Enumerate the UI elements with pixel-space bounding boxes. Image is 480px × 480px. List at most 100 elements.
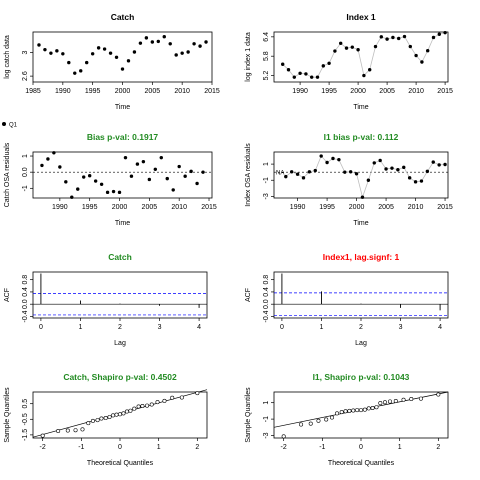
panel-title: Catch xyxy=(108,252,132,262)
data-point xyxy=(347,408,352,413)
data-point xyxy=(204,40,208,44)
data-point xyxy=(95,418,100,423)
data-point xyxy=(40,433,45,438)
data-point xyxy=(315,75,320,79)
data-point xyxy=(55,49,59,53)
x-tick-label: 2010 xyxy=(408,88,424,95)
x-tick-label: 1990 xyxy=(55,88,71,95)
data-point xyxy=(141,159,146,164)
data-point xyxy=(431,35,436,40)
na-label: NA xyxy=(276,171,284,177)
x-axis-label: Time xyxy=(115,220,130,227)
data-point xyxy=(414,53,418,58)
data-point xyxy=(329,415,334,420)
data-point xyxy=(162,398,167,403)
y-tick-label: 2.6 xyxy=(22,71,29,81)
data-point xyxy=(413,180,418,184)
data-point xyxy=(437,32,441,36)
x-tick-label: 2015 xyxy=(204,88,220,95)
data-point xyxy=(61,52,65,56)
panel-title: Catch xyxy=(111,12,135,22)
data-point xyxy=(107,414,112,419)
data-point xyxy=(298,71,302,75)
y-tick-label: 6.4 xyxy=(263,32,270,42)
y-tick-label: 0.0 xyxy=(22,167,29,177)
data-point xyxy=(87,174,92,178)
x-tick-label: 2015 xyxy=(201,204,217,211)
data-point xyxy=(52,151,56,155)
legend-label: Q1 xyxy=(9,123,18,129)
legend-marker xyxy=(2,122,6,126)
data-point xyxy=(284,174,288,179)
data-point xyxy=(384,167,388,171)
data-point xyxy=(337,157,341,162)
data-point xyxy=(319,154,323,158)
data-point xyxy=(307,170,312,174)
y-tick-label: 0.0 xyxy=(22,299,29,309)
data-point xyxy=(117,190,122,195)
data-point xyxy=(299,422,304,427)
y-tick-label: 1 xyxy=(22,154,29,158)
data-point xyxy=(171,188,175,192)
data-point xyxy=(123,155,128,160)
x-axis-label: Theoretical Quantiles xyxy=(328,460,395,467)
plot-frame xyxy=(32,151,213,199)
y-tick-label: -1 xyxy=(22,185,29,191)
panel-title: I1, Shapiro p-val: 0.1043 xyxy=(313,372,410,382)
data-point xyxy=(85,60,89,65)
x-tick-label: 2005 xyxy=(378,204,394,211)
data-point xyxy=(67,60,71,65)
x-tick-label: 2005 xyxy=(379,88,395,95)
data-point xyxy=(198,44,202,48)
y-tick-label: -0.4 xyxy=(263,310,270,322)
data-point xyxy=(396,168,400,172)
x-axis-label: Lag xyxy=(355,340,367,347)
x-tick-label: 2000 xyxy=(350,88,366,95)
x-tick-label: 2000 xyxy=(115,88,131,95)
x-tick-label: 1995 xyxy=(321,88,337,95)
data-point xyxy=(140,404,145,409)
data-point xyxy=(43,47,47,52)
x-tick-label: 2 xyxy=(195,444,199,451)
data-point xyxy=(281,62,285,66)
data-point xyxy=(99,416,104,421)
data-point xyxy=(155,400,160,405)
x-tick-label: 3 xyxy=(158,324,162,331)
data-point xyxy=(374,405,379,410)
data-point xyxy=(186,50,190,54)
data-point xyxy=(82,175,86,179)
data-point xyxy=(356,48,360,52)
data-point xyxy=(135,162,140,166)
data-point xyxy=(144,36,149,40)
data-point xyxy=(387,399,392,404)
x-axis-label: Time xyxy=(115,104,130,111)
panel-7: Catch, Shapiro p-val: 0.4502 Theoretical … xyxy=(4,372,208,467)
data-point xyxy=(339,410,344,415)
data-point xyxy=(114,412,119,417)
data-point xyxy=(73,71,77,75)
data-point xyxy=(129,174,134,178)
data-point xyxy=(108,51,113,55)
panel-6: Index1, lag.signf: 1 Lag ACF 0 1 2 3 4 -0.40.0 0.… xyxy=(245,252,449,347)
panel-5: Catch Lag ACF 0 1 2 3 4 -0.40.0 0.4 0.8 xyxy=(4,252,208,347)
panel-title: Index 1 xyxy=(346,12,376,22)
data-point xyxy=(138,41,143,45)
data-point xyxy=(344,46,349,50)
x-tick-label: -1 xyxy=(319,444,325,451)
x-axis-label: Theoretical Quantiles xyxy=(87,460,154,467)
y-tick-label: 1 xyxy=(263,401,270,405)
y-tick-label: -0.4 xyxy=(22,310,29,322)
x-tick-label: 2000 xyxy=(349,204,365,211)
data-point xyxy=(93,179,98,183)
data-point xyxy=(331,156,335,161)
x-tick-label: 1990 xyxy=(290,204,306,211)
x-tick-label: 1 xyxy=(157,444,161,451)
data-point xyxy=(304,72,308,76)
data-point xyxy=(350,45,354,49)
y-axis-label: log catch data xyxy=(4,35,11,79)
panel-title: Catch, Shapiro p-val: 0.4502 xyxy=(63,372,177,382)
data-point xyxy=(324,417,329,422)
data-point xyxy=(79,69,83,73)
data-point xyxy=(418,396,423,401)
data-point xyxy=(393,399,398,404)
